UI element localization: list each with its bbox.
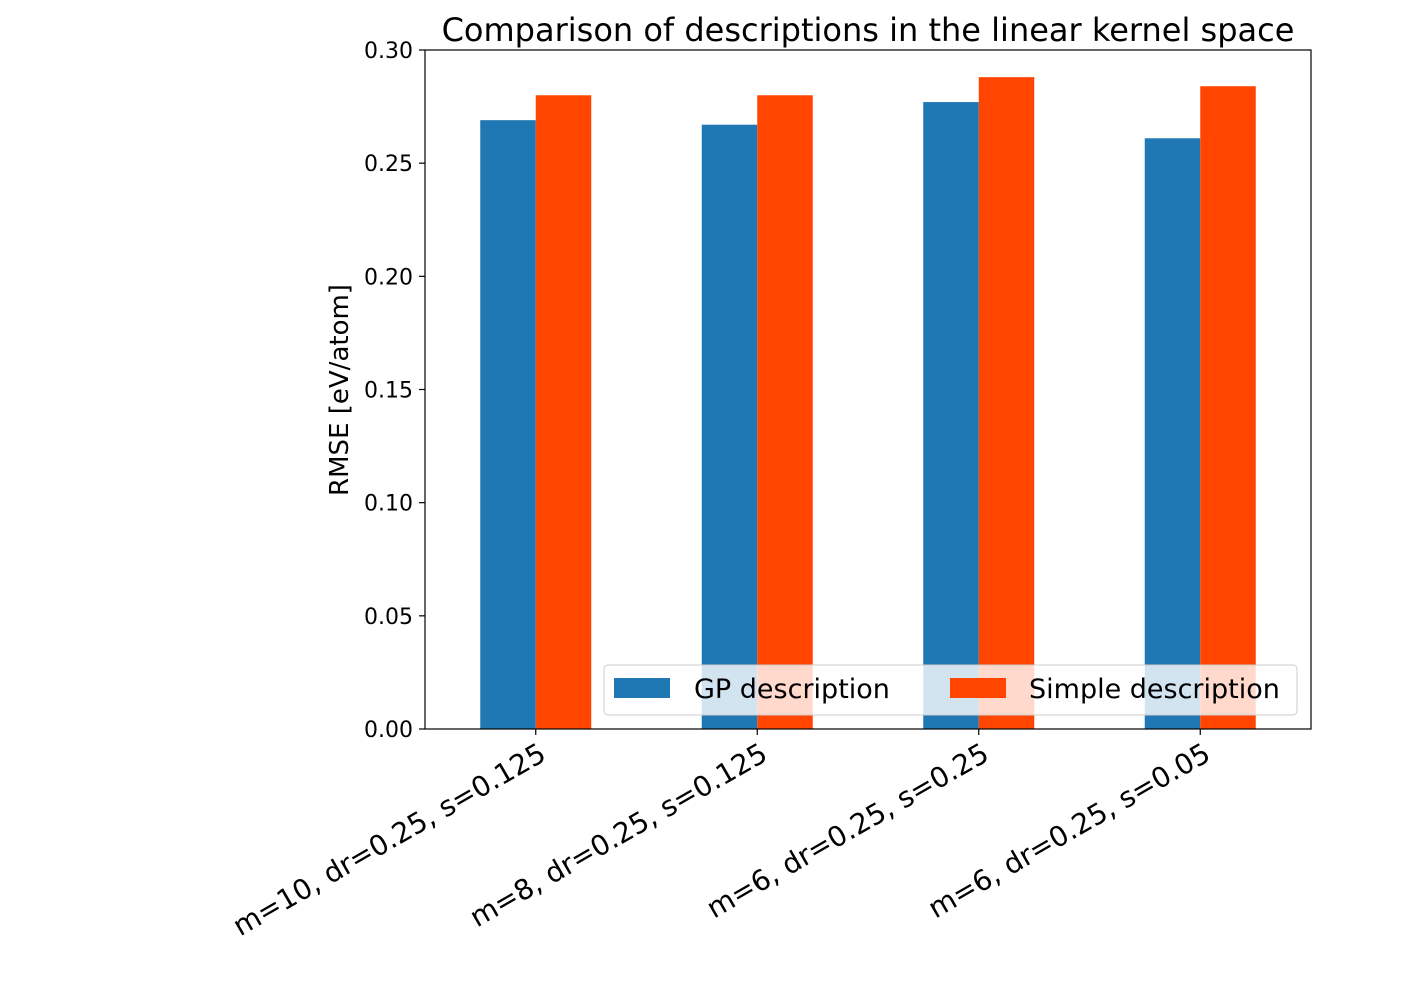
legend-label-gp: GP description: [694, 674, 890, 705]
y-tick-label: 0.20: [364, 265, 413, 290]
legend-swatch-gp: [614, 678, 670, 698]
y-axis-ticks: 0.00 0.05 0.10 0.15 0.20 0.25 0.30: [364, 39, 425, 743]
chart-title: Comparison of descriptions in the linear…: [442, 11, 1295, 49]
y-tick-label: 0.05: [364, 605, 413, 630]
bar-simple-4: [1200, 86, 1256, 729]
bar-simple-3: [978, 77, 1035, 729]
y-tick-label: 0.15: [364, 379, 413, 404]
y-tick-label: 0.30: [364, 39, 413, 64]
y-axis-label: RMSE [eV/atom]: [325, 284, 355, 496]
bar-gp-1: [480, 120, 536, 729]
bar-gp-4: [1144, 138, 1201, 729]
y-tick-label: 0.00: [364, 718, 413, 743]
y-tick-label: 0.10: [364, 492, 413, 517]
bar-gp-3: [923, 102, 979, 729]
bar-gp-2: [701, 124, 758, 729]
bars-layer: [480, 77, 1256, 729]
bar-simple-2: [757, 95, 813, 729]
legend: GP description Simple description: [603, 664, 1298, 716]
y-tick-label: 0.25: [364, 152, 413, 177]
bar-simple-1: [535, 95, 592, 729]
legend-swatch-simple: [950, 678, 1006, 698]
legend-label-simple: Simple description: [1029, 674, 1280, 705]
plot-frame: [424, 49, 1312, 730]
